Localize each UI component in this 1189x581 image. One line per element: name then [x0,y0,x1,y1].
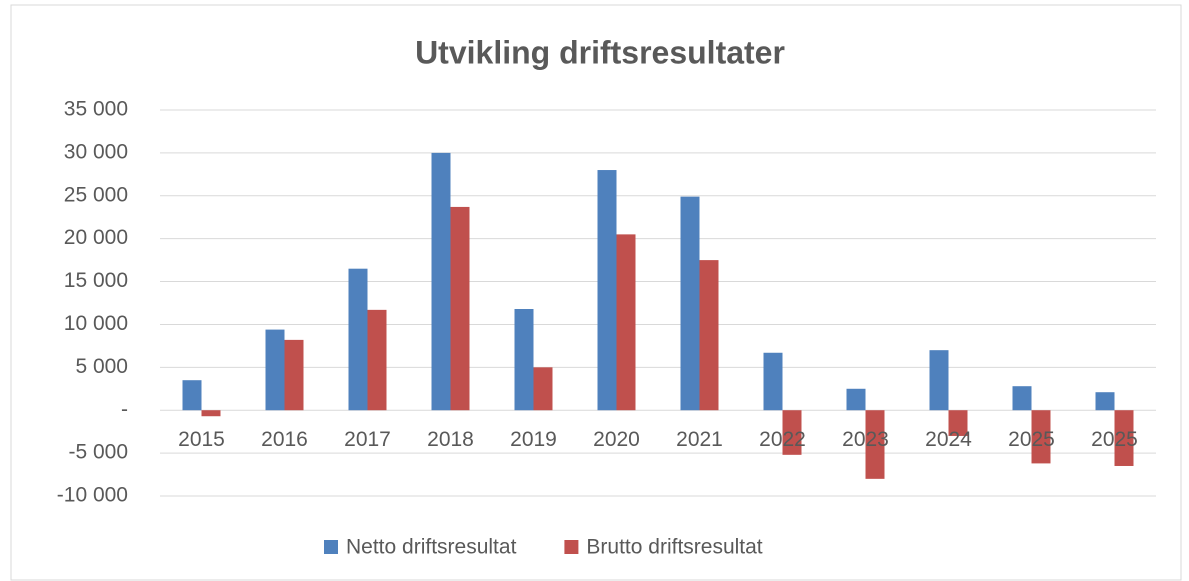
bar [514,309,534,411]
bar [680,196,700,411]
x-tick-label: 2018 [427,428,474,451]
x-tick-label: 2020 [593,428,640,451]
bar [367,309,387,411]
x-tick-label: 2022 [759,428,806,451]
y-tick-label: 25 000 [64,183,128,206]
bar [201,410,221,417]
bar [929,350,949,411]
bar [763,352,783,411]
x-tick-label: 2023 [842,428,889,451]
legend-swatch [324,540,338,554]
bar [782,410,802,455]
bar [1031,410,1051,464]
legend-swatch [564,540,579,554]
chart-frame [10,4,1182,581]
x-tick-label: 2019 [510,428,557,451]
y-tick-label: -10 000 [57,484,128,507]
x-tick-label: 2016 [261,428,308,451]
y-tick-label: 20 000 [64,226,128,249]
bar [1012,386,1032,411]
bar [699,260,719,411]
y-tick-label: 30 000 [64,140,128,163]
y-tick-label: 5 000 [75,355,128,378]
bar [865,410,885,479]
bar [533,367,553,411]
x-tick-label: 2024 [925,428,972,451]
x-tick-label: 2021 [676,428,723,451]
bar [1114,410,1134,466]
bar [182,380,202,411]
bar [348,268,368,411]
bar [616,234,636,411]
y-tick-label: 10 000 [64,312,128,335]
chart-title: Utvikling driftsresultater [415,34,785,70]
x-tick-label: 2025 [1091,428,1138,451]
bar [597,170,617,411]
y-tick-label: 15 000 [64,269,128,292]
legend-label: Brutto driftsresultat [586,536,762,559]
bar [431,152,451,411]
bar [846,388,866,411]
legend-label: Netto driftsresultat [346,536,517,559]
y-tick-label: 35 000 [64,98,128,121]
bar [284,339,304,411]
x-tick-label: 2015 [178,428,225,451]
y-tick-label: - [121,398,128,421]
bar [450,206,470,411]
x-tick-label: 2017 [344,428,391,451]
x-tick-label: 2025 [1008,428,1055,451]
y-tick-label: -5 000 [68,441,128,464]
bar [265,329,285,411]
bar [948,410,968,436]
bar [1095,392,1115,411]
